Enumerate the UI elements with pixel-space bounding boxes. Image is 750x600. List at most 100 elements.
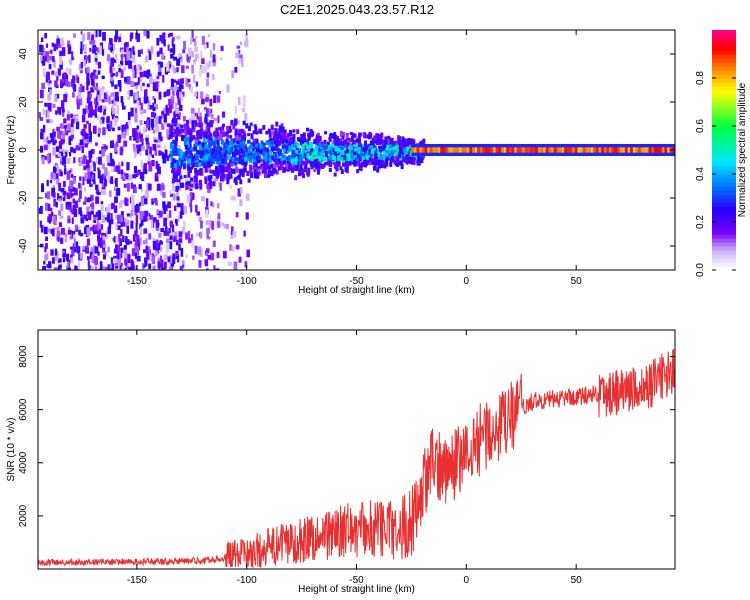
heatmap-cell (142, 263, 145, 270)
colorbar-segment (712, 194, 736, 199)
heatmap-cell (132, 70, 135, 79)
heatmap-cell (215, 169, 219, 174)
heatmap-cell (303, 168, 307, 173)
x-tick-label: -50 (349, 276, 364, 287)
heatmap-cell (99, 87, 103, 96)
heatmap-cell (234, 128, 238, 133)
colorbar-segment (712, 110, 736, 115)
heatmap-cell (159, 240, 162, 245)
heatmap-cell (235, 244, 240, 250)
heatmap-cell (93, 230, 96, 235)
heatmap-cell (247, 178, 251, 183)
heatmap-cell (88, 54, 91, 63)
heatmap-cell (89, 165, 92, 172)
heatmap-cell (154, 139, 158, 143)
heatmap-cell (367, 143, 371, 147)
heatmap-cell (138, 184, 142, 190)
heatmap-cell (200, 220, 203, 229)
heatmap-cell (110, 92, 115, 97)
heatmap-cell (139, 119, 143, 126)
heatmap-cell (68, 152, 72, 157)
heatmap-cell (123, 140, 128, 147)
heatmap-cell (171, 147, 175, 152)
heatmap-cell (133, 148, 137, 152)
heatmap-cell (264, 173, 268, 179)
heatmap-cell (75, 145, 80, 151)
heatmap-cell (268, 169, 272, 175)
heatmap-cell (163, 254, 168, 260)
heatmap-cell (133, 135, 137, 141)
colorbar-label: Normalized spectral amplitude (737, 82, 748, 217)
heatmap-cell (386, 156, 390, 161)
heatmap-cell (110, 263, 115, 270)
heatmap-cell (322, 156, 326, 162)
heatmap-cell (156, 84, 159, 92)
heatmap-cell (243, 143, 247, 149)
heatmap-cell (83, 187, 87, 192)
heatmap-cell (54, 71, 59, 77)
heatmap-cell (206, 160, 210, 167)
heatmap-cell (574, 147, 579, 153)
heatmap-cell (44, 102, 48, 107)
heatmap-cell (247, 155, 251, 161)
heatmap-cell (46, 71, 50, 81)
heatmap-cell (160, 189, 163, 196)
heatmap-cell (95, 157, 100, 164)
heatmap-cell (307, 135, 311, 141)
heatmap-cell (313, 159, 317, 163)
heatmap-cell (238, 58, 241, 65)
heatmap-cell (173, 111, 177, 119)
heatmap-cell (78, 83, 82, 91)
heatmap-cell (123, 250, 128, 259)
heatmap-cell (133, 74, 137, 79)
heatmap-cell (55, 201, 58, 208)
heatmap-cell (253, 173, 257, 179)
heatmap-cell (59, 155, 64, 161)
heatmap-cell (175, 140, 178, 146)
heatmap-cell (210, 139, 214, 145)
heatmap-cell (97, 234, 101, 242)
heatmap-cell (105, 231, 109, 240)
heatmap-cell (206, 72, 210, 78)
x-tick-label: -150 (127, 276, 147, 287)
heatmap-cell (167, 44, 170, 51)
heatmap-cell (38, 207, 43, 214)
colorbar-tick-label: 0.6 (695, 119, 706, 133)
heatmap-cell (350, 157, 354, 163)
heatmap-cell (659, 147, 664, 153)
heatmap-cell (368, 131, 372, 136)
heatmap-cell (114, 265, 119, 269)
heatmap-cell (81, 33, 86, 42)
heatmap-cell (393, 155, 397, 161)
heatmap-cell (342, 162, 346, 167)
heatmap-cell (173, 79, 177, 83)
heatmap-cell (133, 243, 138, 251)
heatmap-cell (390, 156, 394, 161)
colorbar-segment (712, 102, 736, 107)
heatmap-cell (135, 203, 140, 211)
heatmap-cell (326, 149, 330, 154)
heatmap-cell (52, 192, 56, 198)
heatmap-cell (95, 96, 99, 101)
heatmap-cell (159, 255, 163, 264)
heatmap-cell (199, 179, 203, 186)
heatmap-cell (71, 51, 74, 60)
heatmap-cell (619, 147, 624, 153)
heatmap-cell (140, 102, 143, 110)
heatmap-cell (146, 30, 150, 39)
heatmap-cell (193, 92, 197, 97)
heatmap-cell (216, 203, 220, 209)
heatmap-cell (124, 66, 127, 71)
heatmap-cell (102, 249, 105, 253)
heatmap-cell (450, 147, 455, 153)
heatmap-cell (63, 124, 68, 129)
heatmap-cell (44, 254, 48, 261)
heatmap-cell (155, 246, 160, 254)
heatmap-cell (196, 112, 199, 120)
heatmap-cell (176, 196, 180, 206)
heatmap-cell (372, 159, 376, 165)
heatmap-cell (200, 150, 204, 156)
heatmap-cell (456, 147, 461, 153)
heatmap-cell (136, 171, 140, 176)
heatmap-cell (361, 151, 365, 157)
